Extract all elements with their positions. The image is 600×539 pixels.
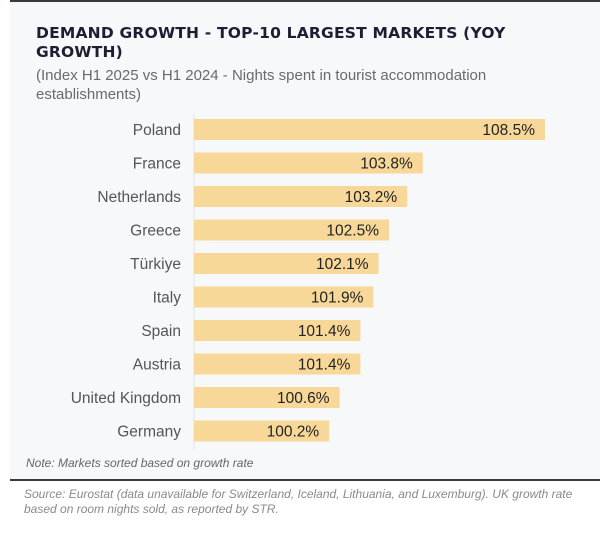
bar-spain [194, 320, 361, 341]
category-label: Türkiye [130, 256, 181, 273]
bar-united-kingdom [194, 387, 340, 408]
category-label: Netherlands [97, 189, 181, 206]
chart-source: Source: Eurostat (data unavailable for S… [24, 487, 573, 516]
bar-netherlands [194, 186, 408, 207]
category-label: France [133, 156, 181, 173]
chart-note: Note: Markets sorted based on growth rat… [26, 456, 254, 470]
category-label: Germany [117, 424, 181, 441]
value-label: 103.2% [345, 189, 398, 206]
bar-greece [194, 219, 389, 241]
chart-title: DEMAND GROWTH - TOP-10 LARGEST MARKETS (… [36, 24, 506, 61]
value-label: 103.8% [360, 156, 413, 173]
value-label: 108.5% [482, 122, 535, 139]
category-label: Poland [133, 122, 181, 139]
category-label: Spain [141, 323, 181, 340]
value-label: 102.1% [316, 256, 369, 273]
category-label: Austria [133, 357, 182, 374]
bar-germany [194, 420, 330, 442]
value-label: 101.4% [298, 323, 351, 340]
bar-t-rkiye [194, 253, 379, 274]
value-label: 102.5% [326, 223, 379, 240]
value-label: 100.6% [277, 390, 330, 407]
value-label: 101.4% [298, 357, 351, 374]
value-label: 100.2% [267, 424, 320, 441]
bar-italy [194, 286, 374, 308]
category-label: Greece [130, 223, 181, 240]
category-label: Italy [153, 290, 182, 307]
bar-france [194, 152, 423, 174]
category-label: United Kingdom [71, 390, 181, 407]
chart-subtitle: (Index H1 2025 vs H1 2024 - Nights spent… [36, 67, 487, 103]
bar-austria [194, 353, 361, 375]
bar-poland [194, 119, 545, 140]
value-label: 101.9% [311, 290, 364, 307]
